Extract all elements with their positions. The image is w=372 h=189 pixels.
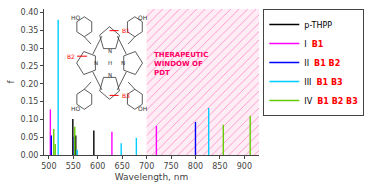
svg-text:800: 800 (188, 162, 203, 171)
svg-text:N: N (94, 60, 98, 66)
svg-text:N: N (121, 60, 125, 66)
svg-text:THERAPEUTICWINDOW OFPDT: THERAPEUTICWINDOW OFPDT (154, 51, 208, 77)
svg-text:p-THPP: p-THPP (304, 21, 332, 30)
svg-text:OH: OH (138, 14, 147, 21)
svg-text:0.35: 0.35 (21, 26, 39, 35)
svg-text:0.30: 0.30 (21, 44, 39, 53)
svg-text:f: f (6, 80, 16, 84)
svg-text:B3: B3 (122, 92, 130, 99)
svg-text:0.20: 0.20 (21, 80, 39, 89)
svg-text:650: 650 (115, 162, 130, 171)
svg-text:HO: HO (71, 14, 81, 21)
svg-text:HO: HO (71, 105, 81, 112)
svg-text:OH: OH (138, 105, 147, 112)
svg-text:B1: B1 (122, 27, 130, 34)
svg-text:Wavelength, nm: Wavelength, nm (115, 172, 189, 182)
svg-text:B2: B2 (67, 53, 75, 60)
svg-text:600: 600 (90, 162, 105, 171)
svg-text:H: H (108, 60, 112, 66)
svg-text:IV B1 B2 B3: IV B1 B2 B3 (304, 97, 357, 106)
svg-text:II B1 B2: II B1 B2 (304, 59, 340, 68)
svg-text:850: 850 (212, 162, 227, 171)
svg-text:0.25: 0.25 (21, 62, 39, 71)
svg-text:I B1: I B1 (304, 40, 324, 49)
svg-text:N: N (108, 48, 112, 54)
svg-text:0.40: 0.40 (21, 8, 39, 17)
svg-text:500: 500 (41, 162, 56, 171)
svg-text:550: 550 (66, 162, 81, 171)
svg-text:0.05: 0.05 (21, 133, 39, 142)
svg-text:900: 900 (237, 162, 252, 171)
svg-text:III B1 B3: III B1 B3 (304, 78, 342, 87)
svg-text:0.00: 0.00 (21, 151, 39, 160)
svg-text:750: 750 (163, 162, 178, 171)
svg-text:700: 700 (139, 162, 154, 171)
svg-text:0.10: 0.10 (21, 115, 39, 124)
svg-text:0.15: 0.15 (21, 97, 39, 106)
svg-text:N: N (108, 72, 112, 78)
